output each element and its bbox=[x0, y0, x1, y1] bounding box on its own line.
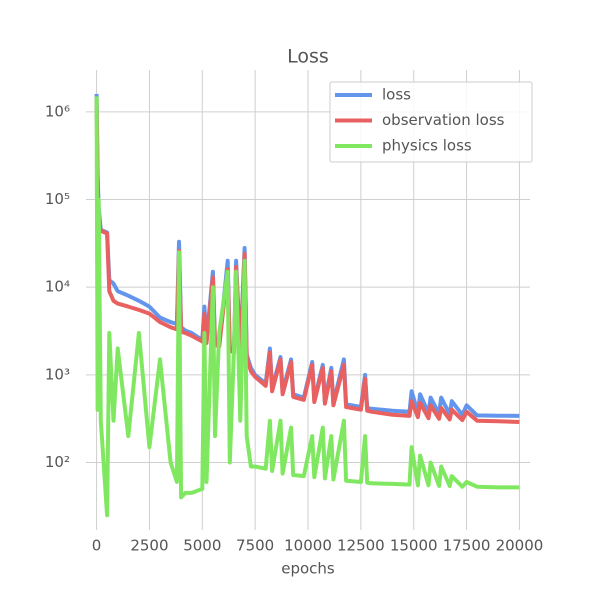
x-tick-label: 0 bbox=[92, 537, 102, 555]
x-tick-label: 20000 bbox=[496, 537, 544, 555]
x-tick-label: 7500 bbox=[236, 537, 274, 555]
lines bbox=[94, 93, 520, 518]
legend-label: observation loss bbox=[382, 111, 505, 129]
x-tick-label: 15000 bbox=[390, 537, 438, 555]
y-tick-label: 10⁶ bbox=[45, 102, 70, 120]
y-tick-label: 10³ bbox=[45, 365, 70, 383]
series-line bbox=[94, 98, 520, 424]
x-tick-label: 17500 bbox=[443, 537, 491, 555]
x-axis-label: epochs bbox=[281, 560, 335, 578]
series-line bbox=[94, 96, 520, 518]
y-tick-label: 10² bbox=[45, 453, 70, 471]
x-tick-label: 10000 bbox=[284, 537, 332, 555]
legend-label: physics loss bbox=[382, 137, 472, 155]
legend-label: loss bbox=[382, 86, 411, 104]
series-line bbox=[94, 93, 520, 418]
x-tick-label: 2500 bbox=[130, 537, 168, 555]
legend: loss observation loss physics loss bbox=[329, 81, 533, 163]
x-tick-label: 12500 bbox=[337, 537, 385, 555]
y-tick-label: 10⁴ bbox=[45, 278, 70, 296]
x-tick-label: 5000 bbox=[183, 537, 221, 555]
y-tick-label: 10⁵ bbox=[45, 190, 70, 208]
legend-box bbox=[329, 81, 533, 163]
chart-title: Loss bbox=[287, 46, 329, 68]
